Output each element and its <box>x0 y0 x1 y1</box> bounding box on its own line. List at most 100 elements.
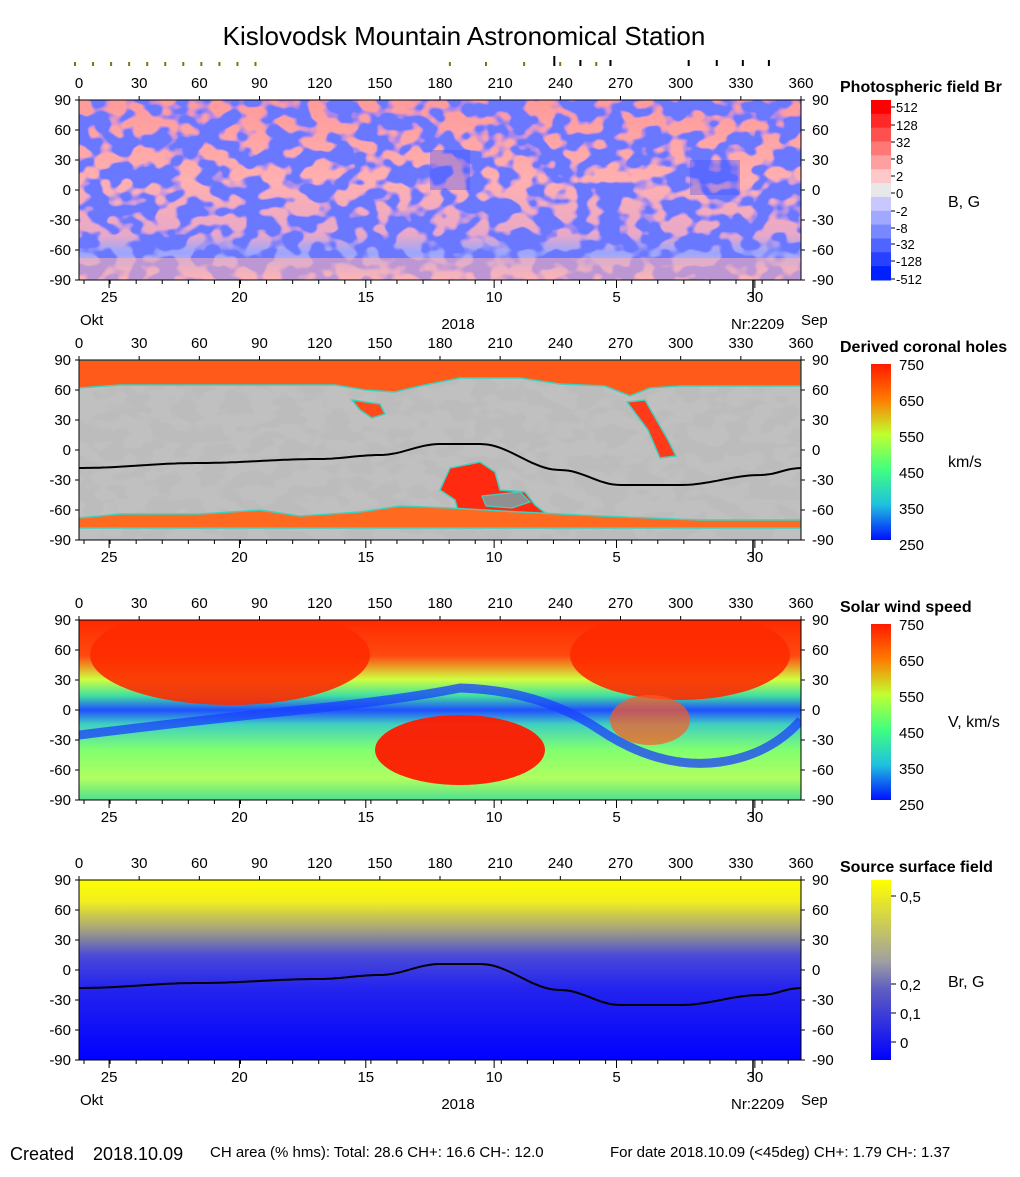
colorbar-tick-label: 0,1 <box>900 1006 921 1023</box>
x-tick-label: 330 <box>728 595 753 612</box>
y-tick-label-right: -30 <box>812 732 834 749</box>
panel-solar-wind-speed <box>79 620 801 800</box>
date-tick-label: 15 <box>357 549 374 566</box>
y-tick-label: 90 <box>54 92 71 109</box>
date-tick-label: 20 <box>231 289 248 306</box>
date-tick-label: 20 <box>231 809 248 826</box>
colorbar-tick-label: 250 <box>899 797 924 814</box>
x-tick-label: 240 <box>548 335 573 352</box>
panel-photospheric-field <box>79 100 801 280</box>
date-tick-label: 30 <box>747 289 764 306</box>
y-tick-label-right: -90 <box>812 1052 834 1069</box>
y-tick-label: -60 <box>49 1022 71 1039</box>
month-left: Okt <box>80 312 104 329</box>
y-tick-label: 30 <box>54 932 71 949</box>
y-tick-label-right: 90 <box>812 92 829 109</box>
colorbar-tick-label: 450 <box>899 465 924 482</box>
x-tick-label: 240 <box>548 595 573 612</box>
y-tick-label-right: 0 <box>812 962 820 979</box>
x-tick-label: 360 <box>788 595 813 612</box>
date-tick-label: 25 <box>101 809 118 826</box>
colorbar-field-segment <box>871 155 891 170</box>
colorbar-tick-label: 128 <box>896 118 918 133</box>
colorbar-tick-label: 2 <box>896 169 903 184</box>
x-tick-label: 150 <box>367 335 392 352</box>
x-tick-label: 210 <box>488 595 513 612</box>
colorbar-tick-label: -32 <box>896 237 915 252</box>
colorbar-tick-label: 8 <box>896 152 903 167</box>
y-tick-label: 0 <box>63 182 71 199</box>
unit-label: V, km/s <box>948 714 1000 731</box>
x-tick-label: 150 <box>367 75 392 92</box>
date-tick-label: 30 <box>747 809 764 826</box>
fast-wind-region <box>610 695 690 745</box>
y-tick-label: 0 <box>63 442 71 459</box>
y-tick-label: -60 <box>49 762 71 779</box>
colorbar-tick-label: 650 <box>899 393 924 410</box>
y-tick-label-right: -30 <box>812 212 834 229</box>
x-tick-label: 180 <box>427 595 452 612</box>
y-tick-label-right: -30 <box>812 992 834 1009</box>
x-tick-label: 210 <box>488 75 513 92</box>
rotation-label: Nr:2209 <box>731 316 784 333</box>
y-tick-label-right: 90 <box>812 352 829 369</box>
x-tick-label: 240 <box>548 855 573 872</box>
colorbar-tick-label: 32 <box>896 135 910 150</box>
y-tick-label-right: 60 <box>812 642 829 659</box>
year-label: 2018 <box>441 316 474 333</box>
slow-wind-belt <box>79 683 801 768</box>
colorbar-tick-label: 650 <box>899 653 924 670</box>
x-tick-label: 0 <box>75 335 83 352</box>
x-tick-label: 90 <box>251 335 268 352</box>
colorbar-tick-label: -512 <box>896 272 922 287</box>
y-tick-label: 0 <box>63 702 71 719</box>
colorbar-field-segment <box>871 224 891 239</box>
x-tick-label: 120 <box>307 855 332 872</box>
field-patch <box>430 150 470 190</box>
source-surface-map <box>79 880 801 1060</box>
colorbar-tick-label: 0 <box>900 1035 908 1052</box>
colorbar-tick-label: -2 <box>896 204 908 219</box>
field-patch <box>690 160 740 195</box>
y-tick-label-right: 30 <box>812 152 829 169</box>
created-label: Created <box>10 1144 74 1164</box>
x-tick-label: 30 <box>131 335 148 352</box>
x-tick-label: 180 <box>427 75 452 92</box>
date-tick-label: 5 <box>612 289 620 306</box>
date-tick-label: 10 <box>486 289 503 306</box>
unit-label: km/s <box>948 454 982 471</box>
field-south-cap <box>79 258 801 280</box>
date-tick-label: 5 <box>612 1069 620 1086</box>
y-tick-label-right: -30 <box>812 472 834 489</box>
x-tick-label: 210 <box>488 335 513 352</box>
x-tick-label: 300 <box>668 75 693 92</box>
north-polar-coronal-hole <box>79 360 801 397</box>
coronal-hole-extension <box>625 399 678 459</box>
y-tick-label: -60 <box>49 242 71 259</box>
y-tick-label-right: 30 <box>812 412 829 429</box>
y-tick-label: -30 <box>49 992 71 1009</box>
x-tick-label: 30 <box>131 855 148 872</box>
date-tick-label: 25 <box>101 1069 118 1086</box>
y-tick-label-right: -60 <box>812 1022 834 1039</box>
colorbar-field-segment <box>871 183 891 198</box>
y-tick-label: 30 <box>54 152 71 169</box>
date-tick-label: 20 <box>231 549 248 566</box>
fast-wind-region <box>570 620 790 700</box>
x-tick-label: 270 <box>608 855 633 872</box>
panel-coronal-holes <box>79 360 801 540</box>
y-tick-label-right: 60 <box>812 122 829 139</box>
month-right: Sep <box>801 312 828 329</box>
x-tick-label: 180 <box>427 855 452 872</box>
x-tick-label: 0 <box>75 75 83 92</box>
figure-title: Kislovodsk Mountain Astronomical Station <box>223 21 706 51</box>
colorbar-field-segment <box>871 266 891 281</box>
y-tick-label-right: -60 <box>812 242 834 259</box>
colorbar-solar-wind <box>871 624 891 800</box>
x-tick-label: 150 <box>367 595 392 612</box>
x-tick-label: 330 <box>728 75 753 92</box>
date-tick-label: 10 <box>486 549 503 566</box>
y-tick-label-right: 30 <box>812 932 829 949</box>
date-tick-label: 30 <box>747 1069 764 1086</box>
